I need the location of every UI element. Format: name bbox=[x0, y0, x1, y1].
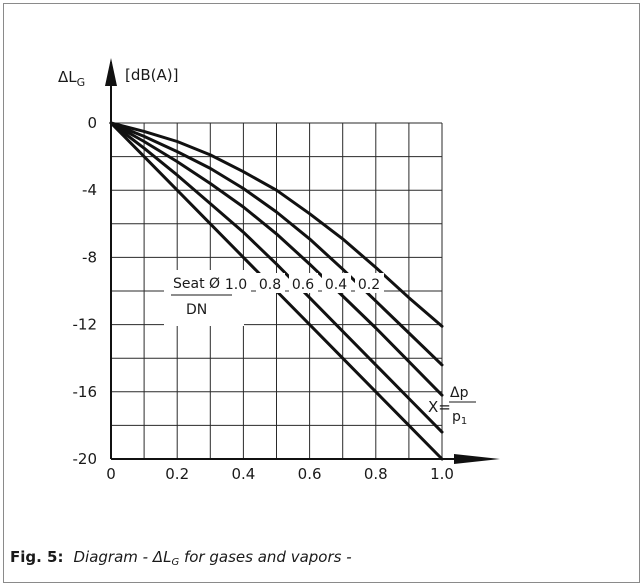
y-tick-label: -4 bbox=[82, 181, 97, 199]
series-label-background bbox=[322, 273, 351, 293]
legend-denominator: DN bbox=[186, 302, 207, 318]
y-axis-unit: [dB(A)] bbox=[125, 66, 178, 84]
series-label-background bbox=[355, 273, 384, 293]
y-axis-label: ΔLG bbox=[58, 68, 85, 89]
figure-caption: Fig. 5: Diagram - ΔLG for gases and vapor… bbox=[10, 548, 352, 568]
caption-figure-label: Fig. 5: bbox=[10, 548, 64, 566]
series-label-0.2: 0.2 bbox=[358, 277, 380, 293]
axis-labels: ΔLG [dB(A)] X= Δp p1 Seat Ø DN bbox=[58, 66, 476, 427]
tick-labels: 0 0.2 0.4 0.6 0.8 1.0 0 -4 -8 -12 -16 -20 bbox=[73, 114, 454, 483]
series-label-0.6: 0.6 bbox=[292, 277, 314, 293]
chart: 0 0.2 0.4 0.6 0.8 1.0 0 -4 -8 -12 -16 -20 ΔLG [dB(A… bbox=[58, 58, 500, 483]
y-tick-label: -16 bbox=[73, 383, 98, 401]
y-tick-label: -8 bbox=[82, 248, 97, 266]
legend-numerator: Seat Ø bbox=[173, 276, 220, 292]
x-tick-label: 0.8 bbox=[364, 465, 388, 483]
series-line-0.2 bbox=[109, 121, 444, 328]
series-line-0.8 bbox=[109, 121, 444, 434]
x-axis-label-numerator: Δp bbox=[450, 385, 469, 401]
x-tick-label: 0.6 bbox=[298, 465, 322, 483]
x-axis-arrow bbox=[454, 454, 500, 464]
x-tick-label: 0.2 bbox=[165, 465, 189, 483]
caption-description: Diagram - ΔLG for gases and vapors - bbox=[73, 548, 352, 568]
series-label-1.0: 1.0 bbox=[225, 277, 247, 293]
series-label-0.4: 0.4 bbox=[325, 277, 347, 293]
series-label-background bbox=[222, 273, 251, 293]
x-tick-label: 0 bbox=[106, 465, 116, 483]
y-tick-label: -12 bbox=[73, 316, 98, 334]
x-tick-label: 0.4 bbox=[231, 465, 255, 483]
y-tick-label: 0 bbox=[87, 114, 97, 132]
series-line-0.6 bbox=[109, 121, 444, 397]
x-axis-label-denominator: p1 bbox=[452, 409, 467, 427]
x-tick-label: 1.0 bbox=[430, 465, 454, 483]
series-label-background bbox=[256, 273, 285, 293]
x-axis-label-prefix: X= bbox=[428, 398, 451, 416]
y-axis-arrow bbox=[105, 58, 117, 86]
series-labels: 1.0 0.8 0.6 0.4 0.2 bbox=[222, 273, 384, 293]
axes bbox=[105, 58, 500, 464]
series-line-0.4 bbox=[109, 121, 444, 367]
y-tick-label: -20 bbox=[73, 450, 98, 468]
series-label-background bbox=[289, 273, 318, 293]
series-label-0.8: 0.8 bbox=[259, 277, 281, 293]
